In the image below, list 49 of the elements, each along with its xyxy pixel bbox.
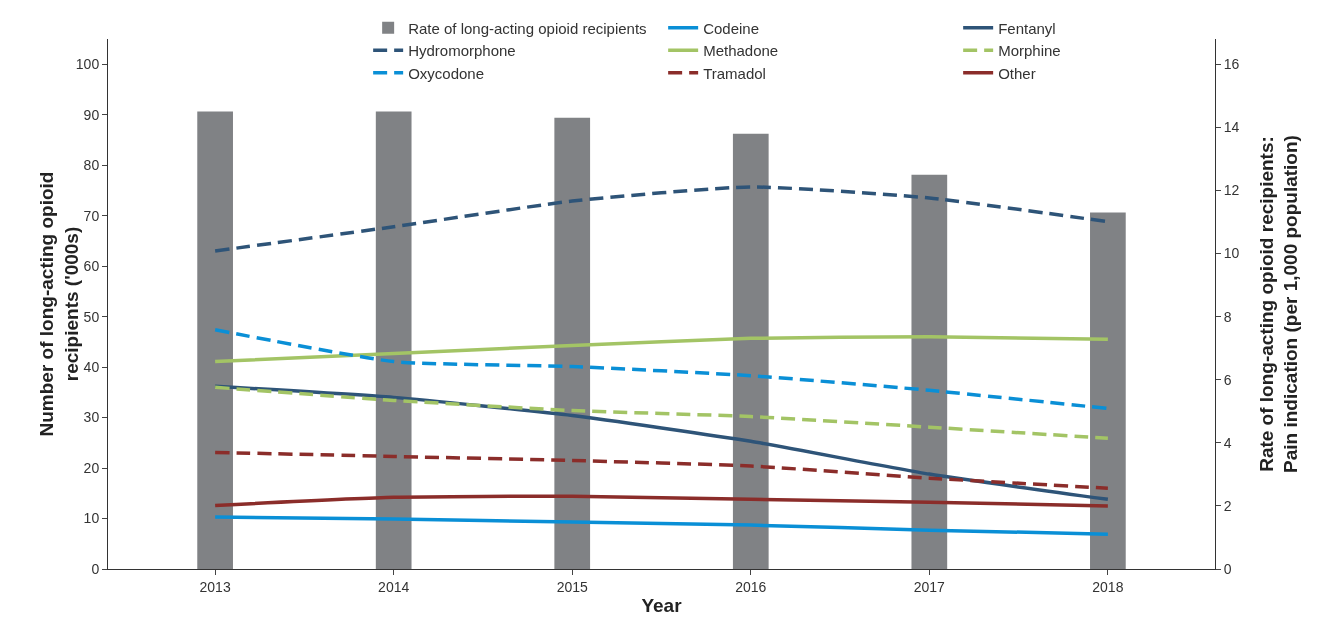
y-tick-label: 100 xyxy=(75,56,100,73)
y-tick-label: 90 xyxy=(83,106,100,123)
legend-label: Fentanyl xyxy=(998,19,1056,37)
x-tick-label: 2017 xyxy=(913,578,946,595)
y-tick-label: 0 xyxy=(91,560,100,577)
x-tick-label: 2015 xyxy=(556,578,589,595)
y-tick-label: 30 xyxy=(83,409,100,426)
y2-tick-label: 2 xyxy=(1223,497,1232,514)
y-tick-label: 80 xyxy=(83,157,100,174)
y2-tick-label: 4 xyxy=(1223,434,1232,451)
x-axis-title: Year xyxy=(641,594,683,616)
legend-label: Morphine xyxy=(998,42,1061,60)
line-series xyxy=(213,450,1110,490)
legend-label: Hydromorphone xyxy=(408,42,516,60)
legend-label: Rate of long-acting opioid recipients xyxy=(408,19,647,37)
y2-axis-title: Rate of long-acting opioid recipients: Pain indication (per 1,000 population) xyxy=(1255,135,1302,473)
legend-label: Codeine xyxy=(703,19,760,37)
line-series xyxy=(213,385,1110,441)
bar xyxy=(1090,212,1126,569)
y-tick-label: 40 xyxy=(83,359,100,375)
legend-label: Methadone xyxy=(703,42,779,60)
bar xyxy=(911,174,948,569)
y-tick-label: 60 xyxy=(83,258,100,275)
y-tick-label: 10 xyxy=(83,510,100,527)
bar xyxy=(197,111,233,569)
line-series xyxy=(213,335,1110,364)
x-tick-label: 2014 xyxy=(378,578,410,595)
bar xyxy=(375,111,412,569)
bar xyxy=(732,133,769,569)
x-tick-label: 2018 xyxy=(1092,578,1124,595)
line-series xyxy=(213,515,1110,536)
y2-tick-label: 16 xyxy=(1223,56,1240,73)
y2-tick-label: 8 xyxy=(1223,308,1232,325)
x-tick-label: 2013 xyxy=(199,578,231,595)
x-tick-label: 2016 xyxy=(735,578,767,595)
y-tick-label: 70 xyxy=(83,207,100,224)
line-series xyxy=(213,494,1110,508)
y2-tick-label: 14 xyxy=(1223,119,1240,136)
y2-tick-label: 0 xyxy=(1223,560,1232,577)
y2-tick-label: 6 xyxy=(1223,371,1232,388)
legend-label: Other xyxy=(998,64,1036,82)
y-axis-title: Number of long-acting opioid recipients ('000s) xyxy=(35,171,82,437)
y-tick-label: 50 xyxy=(83,308,100,325)
y-tick-label: 20 xyxy=(83,459,100,476)
y2-tick-label: 12 xyxy=(1223,182,1240,199)
legend-label: Oxycodone xyxy=(408,64,485,82)
bar xyxy=(554,117,591,569)
y2-tick-label: 10 xyxy=(1223,245,1240,262)
legend-label: Tramadol xyxy=(703,64,766,82)
